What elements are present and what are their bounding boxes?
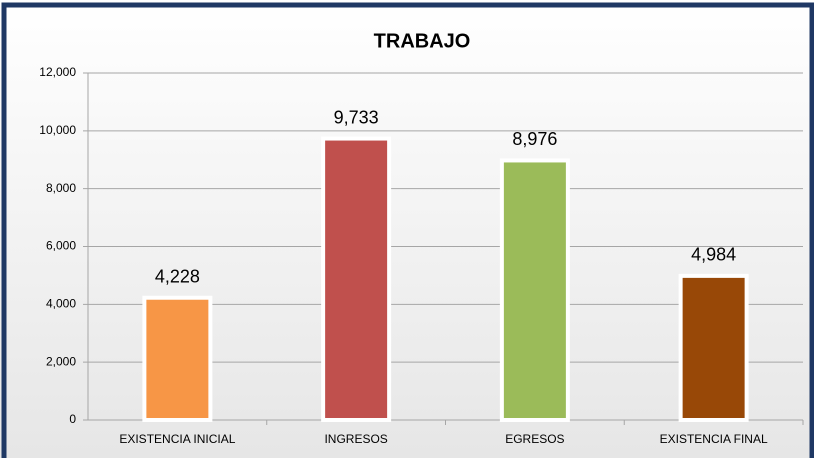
- chart-title: TRABAJO: [374, 30, 471, 52]
- y-tick-label: 0: [69, 412, 76, 426]
- value-label: 8,976: [512, 129, 557, 149]
- y-tick-label: 6,000: [46, 239, 76, 253]
- bar: [321, 136, 392, 422]
- y-tick-label: 2,000: [46, 354, 76, 368]
- value-label: 9,733: [334, 107, 379, 127]
- bar: [678, 273, 749, 422]
- y-tick-label: 12,000: [39, 65, 76, 79]
- x-tick-label: EGRESOS: [505, 432, 564, 446]
- x-tick-label: EXISTENCIA INICIAL: [119, 432, 235, 446]
- y-tick-label: 4,000: [46, 297, 76, 311]
- y-tick-label: 8,000: [46, 181, 76, 195]
- bar: [499, 158, 570, 422]
- value-label: 4,228: [155, 266, 200, 286]
- x-tick-label: EXISTENCIA FINAL: [660, 432, 768, 446]
- y-tick-label: 10,000: [39, 123, 76, 137]
- bar: [142, 295, 213, 422]
- x-tick-label: INGRESOS: [324, 432, 387, 446]
- value-label: 4,984: [691, 245, 736, 265]
